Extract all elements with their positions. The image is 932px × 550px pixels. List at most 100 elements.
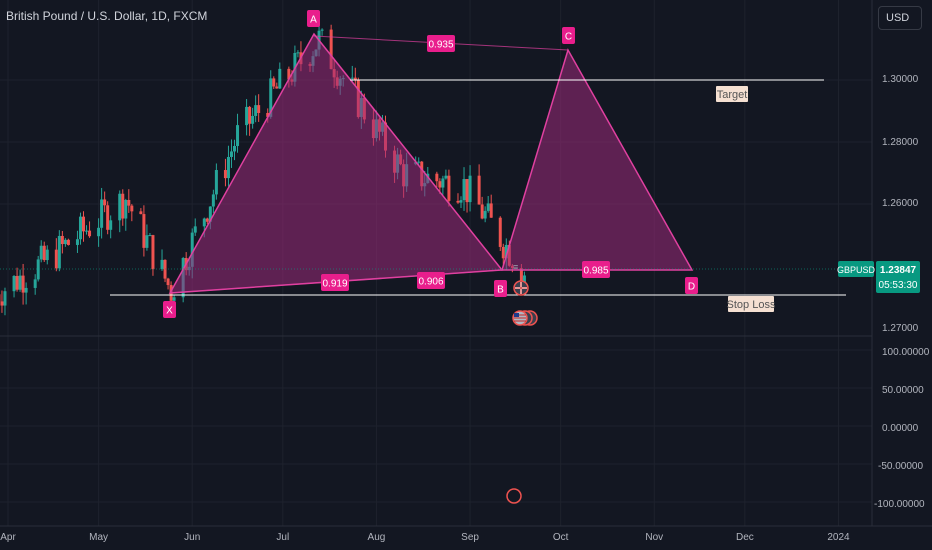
candle-body bbox=[504, 244, 508, 259]
candle-body bbox=[97, 227, 101, 237]
candle-body bbox=[24, 287, 28, 293]
price-tick-1.28: 1.28000 bbox=[882, 137, 919, 148]
time-tick-oct: Oct bbox=[553, 532, 569, 543]
candle-body bbox=[266, 112, 270, 117]
candle-body bbox=[54, 249, 58, 269]
svg-text:0.906: 0.906 bbox=[418, 277, 443, 288]
candle-body bbox=[142, 214, 146, 248]
candle-body bbox=[223, 170, 227, 179]
candle-body bbox=[350, 77, 354, 79]
indicator-tick-minus50: -50.00000 bbox=[878, 461, 923, 472]
candle-body bbox=[36, 259, 40, 280]
candle-body bbox=[103, 199, 107, 206]
candle-body bbox=[78, 216, 82, 240]
candle-body bbox=[121, 193, 125, 219]
candle-body bbox=[275, 86, 279, 89]
point-label-c[interactable]: C bbox=[562, 27, 575, 44]
candle-body bbox=[82, 216, 85, 232]
candle-body bbox=[106, 205, 110, 230]
ratio-label-bd[interactable]: 0.985 bbox=[582, 261, 610, 278]
ratio-label-ac[interactable]: 0.935 bbox=[427, 35, 455, 52]
indicator-tick-0: 0.00000 bbox=[882, 423, 919, 434]
time-tick-2024: 2024 bbox=[827, 532, 850, 543]
candle-body bbox=[435, 173, 439, 182]
price-tick-1.27: 1.27000 bbox=[882, 323, 919, 334]
candle-body bbox=[444, 175, 448, 179]
candle-body bbox=[329, 29, 333, 70]
candle-body bbox=[229, 151, 233, 157]
svg-text:05:53:30: 05:53:30 bbox=[879, 280, 918, 291]
candle-body bbox=[88, 230, 92, 237]
stop-loss-label: Stop Loss bbox=[727, 299, 776, 311]
candle-body bbox=[160, 259, 164, 270]
candle-body bbox=[100, 199, 104, 228]
candle-body bbox=[441, 178, 445, 188]
event-more-icon[interactable]: ≡ bbox=[513, 262, 518, 272]
candle-body bbox=[124, 199, 128, 219]
candle-body bbox=[236, 125, 240, 146]
candle-body bbox=[465, 179, 469, 203]
candle-body bbox=[226, 156, 230, 179]
svg-text:D: D bbox=[688, 282, 695, 293]
point-label-a[interactable]: A bbox=[307, 10, 320, 27]
candle-body bbox=[269, 78, 273, 117]
candle-body bbox=[127, 199, 131, 206]
time-axis[interactable]: Apr May Jun Jul Aug Sep Oct Nov Dec 2024 bbox=[0, 532, 850, 543]
candle-body bbox=[3, 291, 7, 306]
candle-body bbox=[190, 232, 194, 267]
candle-body bbox=[130, 205, 134, 212]
candle-body bbox=[287, 68, 291, 80]
target-label: Target bbox=[717, 89, 748, 101]
currency-button[interactable]: USD bbox=[878, 6, 922, 30]
target-label-box bbox=[716, 86, 748, 102]
time-tick-apr: Apr bbox=[0, 532, 16, 543]
time-tick-nov: Nov bbox=[645, 532, 663, 543]
svg-text:B: B bbox=[497, 285, 504, 296]
candle-body bbox=[193, 226, 197, 233]
candle-body bbox=[205, 218, 209, 222]
us-flag-events-icon[interactable] bbox=[512, 310, 538, 326]
indicator-marker-icon[interactable] bbox=[506, 488, 522, 504]
chart-title[interactable]: British Pound / U.S. Dollar, 1D, FXCM bbox=[6, 9, 208, 23]
candle-body bbox=[109, 220, 113, 230]
current-price-label[interactable]: 1.23847 05:53:30 bbox=[876, 261, 920, 293]
candle-body bbox=[233, 145, 236, 152]
time-tick-aug: Aug bbox=[368, 532, 386, 543]
candle-body bbox=[145, 235, 149, 248]
indicator-tick-100: 100.00000 bbox=[882, 347, 930, 358]
candle-body bbox=[296, 52, 300, 54]
candle-body bbox=[151, 235, 155, 270]
candle-body bbox=[501, 246, 505, 259]
candle-body bbox=[245, 106, 249, 126]
time-tick-jul: Jul bbox=[276, 532, 289, 543]
candle-body bbox=[202, 218, 206, 227]
candle-body bbox=[85, 230, 89, 232]
time-tick-dec: Dec bbox=[736, 532, 754, 543]
candle-body bbox=[172, 297, 176, 301]
ratio-label-xd[interactable]: 0.906 bbox=[417, 272, 445, 289]
candle-body bbox=[148, 235, 152, 237]
candle-body bbox=[118, 193, 122, 221]
point-label-d[interactable]: D bbox=[685, 277, 698, 294]
candle-body bbox=[447, 175, 451, 201]
svg-text:C: C bbox=[565, 32, 572, 43]
candle-body bbox=[208, 206, 212, 222]
svg-text:X: X bbox=[166, 306, 173, 317]
symbol-price-label[interactable]: GBPUSD bbox=[837, 261, 876, 277]
candle-body bbox=[75, 239, 79, 245]
ratio-label-xb[interactable]: 0.919 bbox=[321, 274, 349, 291]
candle-body bbox=[12, 276, 16, 292]
point-label-b[interactable]: B bbox=[494, 280, 507, 297]
uk-flag-event-icon[interactable] bbox=[513, 280, 529, 296]
candle-body bbox=[214, 170, 218, 195]
candle-body bbox=[417, 161, 421, 163]
candle-body bbox=[42, 245, 46, 261]
svg-text:0.935: 0.935 bbox=[428, 40, 453, 51]
candle-body bbox=[320, 29, 324, 31]
point-label-x[interactable]: X bbox=[163, 301, 176, 318]
indicator-tick-50: 50.00000 bbox=[882, 385, 924, 396]
candle-body bbox=[519, 268, 523, 283]
candle-body bbox=[477, 175, 481, 205]
